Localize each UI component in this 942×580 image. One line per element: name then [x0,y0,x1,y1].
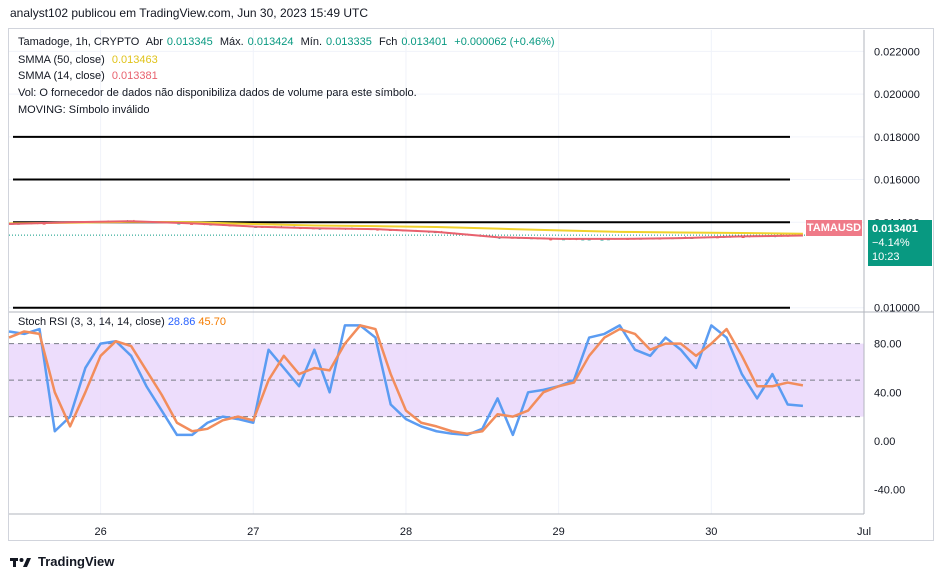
horizontal-levels [9,135,864,309]
candle-body [549,239,553,241]
low-label: Mín. [300,36,323,48]
high-value: 0.013424 [247,36,294,48]
publish-header: analyst102 publicou em TradingView.com, … [10,6,368,20]
high-label: Máx. [219,36,244,48]
candle-body [42,223,46,225]
rsi-y-tick-label: 40.00 [874,387,902,399]
price-tag: 0.013401 −4.14% 10:23 [868,220,932,266]
price-tag-countdown: 10:23 [872,251,900,263]
x-tick-label: 28 [400,526,412,538]
y-tick-label: 0.018000 [874,132,920,144]
stoch-rsi-k: 28.86 [167,316,196,328]
smma14-legend: SMMA (14, close) 0.013381 [18,70,162,82]
x-tick-label: 26 [94,526,106,538]
stoch-d-line [8,324,804,435]
ticker-tag: TAMAUSD [806,220,862,236]
stoch-k-line [8,324,804,437]
low-value: 0.013335 [326,36,372,48]
tradingview-footer[interactable]: TradingView [10,554,114,569]
rsi-y-tick-label: 80.00 [874,339,902,351]
tradingview-logo-icon [10,557,31,567]
x-tick-label: 29 [553,526,565,538]
open-label: Abr [145,36,163,48]
smma14-value: 0.013381 [111,70,158,82]
candle-body [600,239,604,241]
y-tick-label: 0.016000 [874,175,920,187]
smma14-label: SMMA (14, close) [18,70,105,82]
smma14-line [8,220,803,240]
series-lines [8,220,804,437]
candle-body [190,223,194,225]
chart-frame [8,28,934,541]
volume-note: Vol: O fornecedor de dados não disponibi… [18,87,417,99]
tradingview-footer-label: TradingView [38,554,115,569]
x-tick-label: Jul [857,526,871,538]
smma50-label: SMMA (50, close) [18,54,105,66]
close-value: 0.013401 [401,36,448,48]
ohlc-legend: Tamadoge, 1h, CRYPTO Abr 0.013345 Máx. 0.0… [18,36,559,48]
price-tag-change: −4.14% [872,237,910,249]
y-tick-label: 0.020000 [874,89,920,101]
x-tick-label: 27 [247,526,259,538]
symbol-label: Tamadoge, 1h, CRYPTO [18,36,140,48]
candle-body [741,236,745,238]
price-tag-price: 0.013401 [872,223,918,235]
stoch-rsi-legend: Stoch RSI (3, 3, 14, 14, close) 28.86 45… [18,316,226,328]
x-tick-label: 30 [705,526,717,538]
stoch-rsi-d: 45.70 [198,316,226,328]
close-label: Fch [378,36,398,48]
stoch-rsi-label: Stoch RSI (3, 3, 14, 14, close) [18,316,165,328]
smma50-legend: SMMA (50, close) 0.013463 [18,54,162,66]
rsi-y-tick-label: -40.00 [874,485,905,497]
grid [9,30,865,514]
candle-body [177,223,181,225]
y-tick-label: 0.010000 [874,303,920,315]
rsi-y-tick-label: 0.00 [874,436,895,448]
open-value: 0.013345 [166,36,213,48]
change-value: +0.000062 (+0.46%) [454,36,555,48]
y-tick-label: 0.022000 [874,46,920,58]
moving-note: MOVING: Símbolo inválido [18,104,150,116]
smma50-value: 0.013463 [111,54,158,66]
